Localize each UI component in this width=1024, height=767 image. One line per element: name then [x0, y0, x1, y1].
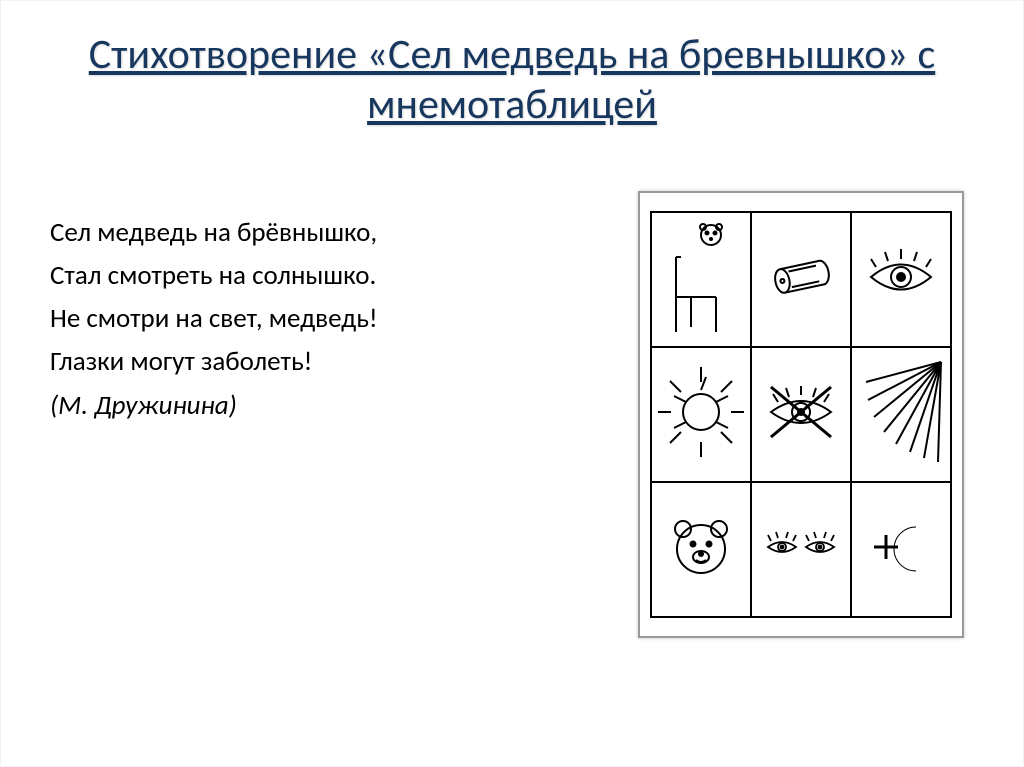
poem-author: (М. Дружинина) [50, 384, 378, 427]
slide-title: Стихотворение «Сел медведь на бревнышко»… [40, 30, 984, 131]
cross-moon-icon [856, 487, 946, 607]
poem-line-3: Не смотри на свет, медведь! [50, 297, 378, 340]
poem-line-1: Сел медведь на брёвнышко, [50, 211, 378, 254]
rays-icon [856, 352, 946, 472]
poem-block: Сел медведь на брёвнышко, Стал смотреть … [50, 211, 378, 427]
content-row: Сел медведь на брёвнышко, Стал смотреть … [40, 191, 984, 638]
eye-icon [856, 217, 946, 337]
poem-line-2: Стал смотреть на солнышко. [50, 254, 378, 297]
crossed-eye-icon [756, 352, 846, 472]
slide: Стихотворение «Сел медведь на бревнышко»… [0, 0, 1024, 767]
table-row [651, 347, 951, 482]
mnemo-table [650, 211, 952, 618]
table-row [651, 212, 951, 347]
cell-eye [851, 212, 951, 347]
two-eyes-icon [756, 487, 846, 607]
poem-line-4: Глазки могут заболеть! [50, 340, 378, 383]
cell-two-eyes [751, 482, 851, 617]
bear-head-icon [656, 487, 746, 607]
cell-log [751, 212, 851, 347]
cell-crossed-eye [751, 347, 851, 482]
bear-chair-icon [656, 217, 746, 337]
table-row [651, 482, 951, 617]
log-icon [756, 217, 846, 337]
cell-sun [651, 347, 751, 482]
mnemo-table-frame [638, 191, 964, 638]
cell-bear-head [651, 482, 751, 617]
sun-icon [656, 352, 746, 472]
cell-rays [851, 347, 951, 482]
cell-cross-moon [851, 482, 951, 617]
cell-bear-chair [651, 212, 751, 347]
